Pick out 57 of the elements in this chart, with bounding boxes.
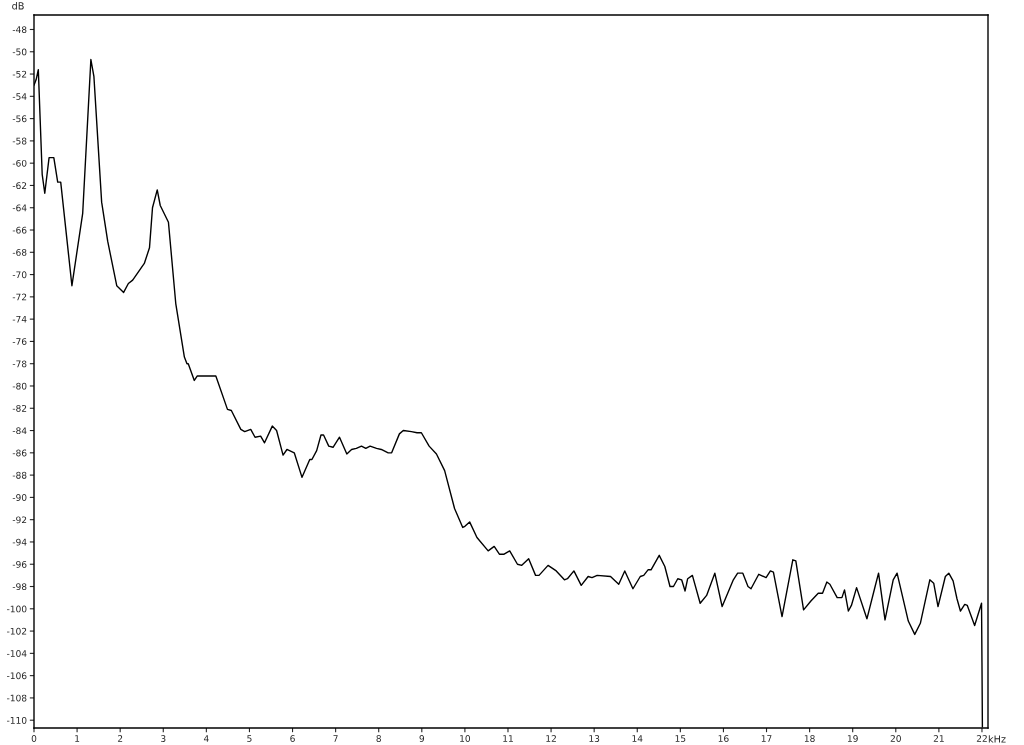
y-tick-label: -106 <box>7 672 27 680</box>
y-tick-label: -62 <box>12 182 27 190</box>
y-tick-label: -48 <box>12 26 27 34</box>
x-tick-label: 22 <box>976 735 987 742</box>
x-tick-label: 6 <box>290 735 295 742</box>
y-tick-label: -110 <box>7 716 27 724</box>
y-tick-label: -64 <box>12 204 27 212</box>
x-tick-label: 4 <box>203 735 209 742</box>
x-tick-label: 17 <box>761 735 772 742</box>
y-tick-label: -86 <box>12 449 27 457</box>
y-tick-label: -98 <box>12 583 27 591</box>
y-axis-title: dB <box>12 2 24 10</box>
x-tick-label: 12 <box>546 735 556 742</box>
x-tick-label: 10 <box>460 735 471 742</box>
y-tick-label: -82 <box>12 404 27 412</box>
y-tick-label: -52 <box>12 70 27 78</box>
x-tick-label: 13 <box>589 735 600 742</box>
y-tick-label: -100 <box>7 605 27 613</box>
x-tick-label: 21 <box>933 735 944 742</box>
x-tick-label: 9 <box>419 735 425 742</box>
y-tick-label: -68 <box>12 249 27 256</box>
y-tick-label: -54 <box>12 93 27 100</box>
x-tick-label: 3 <box>161 735 166 742</box>
y-tick-label: -84 <box>12 427 27 435</box>
y-tick-label: -96 <box>12 560 27 568</box>
y-tick-label: -108 <box>7 694 27 702</box>
y-tick-label: -94 <box>12 538 27 546</box>
y-tick-label: -104 <box>7 650 27 657</box>
x-tick-label: 11 <box>503 735 513 742</box>
x-tick-label: 1 <box>75 735 80 742</box>
y-tick-label: -92 <box>12 516 27 524</box>
x-tick-label: 16 <box>718 735 729 742</box>
y-tick-label: -58 <box>12 137 27 145</box>
y-tick-label: -74 <box>12 315 27 323</box>
x-tick-label: 2 <box>117 735 123 742</box>
x-tick-label: 7 <box>333 735 338 742</box>
y-tick-label: -88 <box>12 471 27 479</box>
x-tick-label: 15 <box>675 735 686 742</box>
y-tick-label: -78 <box>12 360 27 368</box>
x-tick-label: 18 <box>804 735 815 742</box>
y-tick-label: -72 <box>12 293 27 301</box>
y-tick-label: -80 <box>12 382 27 390</box>
x-tick-label: 14 <box>632 735 643 742</box>
y-tick-label: -90 <box>12 494 27 501</box>
y-tick-label: -70 <box>12 271 27 279</box>
y-tick-label: -56 <box>12 115 27 123</box>
x-tick-label: 0 <box>31 735 37 742</box>
y-tick-label: -50 <box>12 48 27 56</box>
y-tick-label: -76 <box>12 338 27 345</box>
x-tick-label: 8 <box>376 735 381 742</box>
x-tick-label: 19 <box>847 735 858 742</box>
x-tick-label: 20 <box>890 735 901 742</box>
y-tick-label: -60 <box>12 159 27 167</box>
x-tick-label: 5 <box>247 735 252 742</box>
y-tick-label: -66 <box>12 226 27 234</box>
x-axis-title: kHz <box>988 735 1006 743</box>
y-tick-label: -102 <box>7 627 27 635</box>
